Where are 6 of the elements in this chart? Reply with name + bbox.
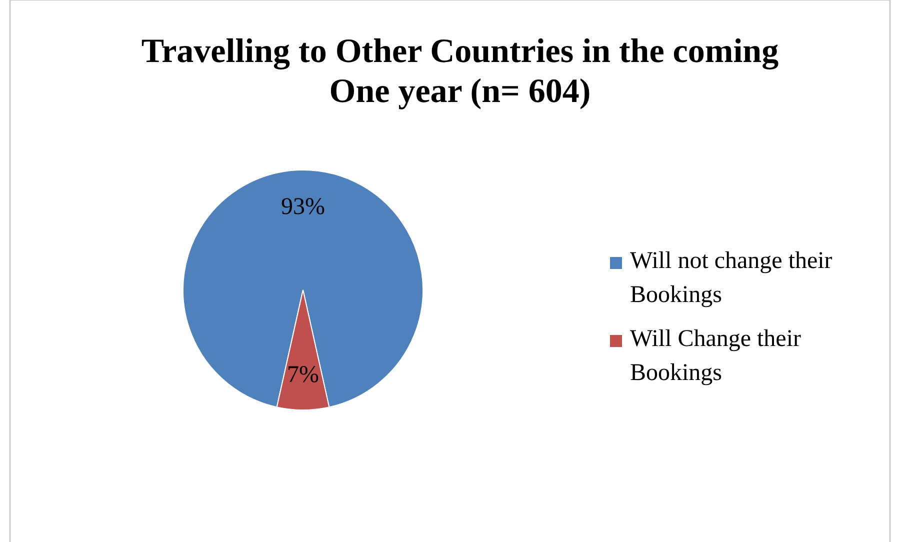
legend-label: Will not change their Bookings [630,248,832,308]
data-label: 93% [281,194,325,220]
data-label: 7% [287,362,319,388]
legend-label: Will Change their Bookings [630,326,801,386]
chart-title: Travelling to Other Countries in the coming One year (n= 604) [141,33,779,110]
pie-slice [182,170,424,408]
